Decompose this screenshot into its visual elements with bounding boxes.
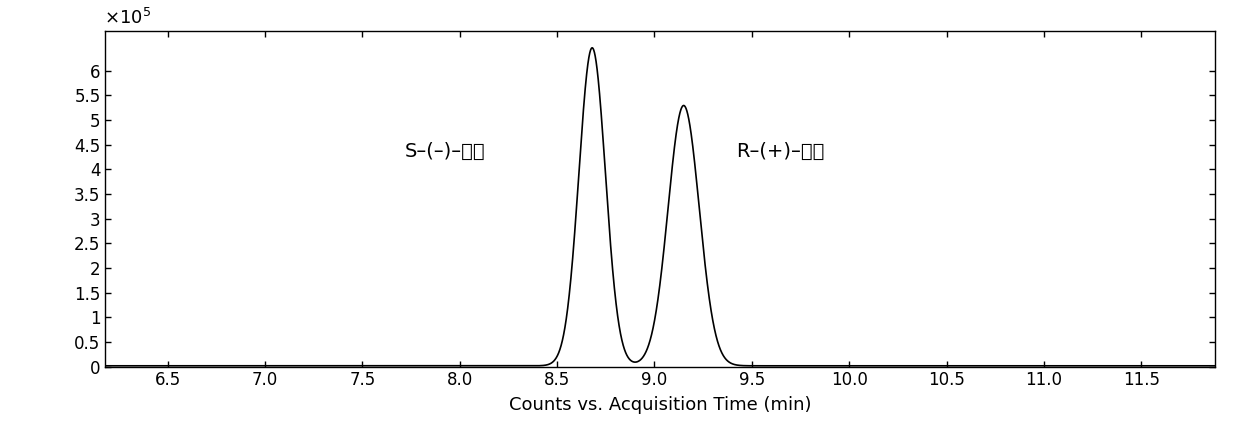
Text: $\times\mathregular{10}^{\mathregular{5}}$: $\times\mathregular{10}^{\mathregular{5}… xyxy=(104,8,151,28)
Text: S–(–)–烟碱: S–(–)–烟碱 xyxy=(405,142,486,161)
X-axis label: Counts vs. Acquisition Time (min): Counts vs. Acquisition Time (min) xyxy=(510,396,811,414)
Text: R–(+)–烟碱: R–(+)–烟碱 xyxy=(737,142,825,161)
